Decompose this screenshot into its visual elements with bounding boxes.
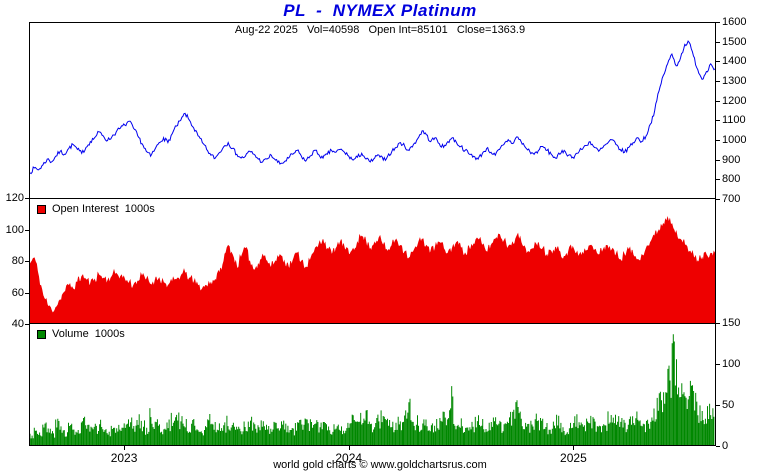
axis-tick-label: 120 xyxy=(5,192,24,204)
axis-tick-mark xyxy=(716,405,720,406)
axis-tick-label: 1500 xyxy=(722,35,747,48)
open-interest-area-chart xyxy=(30,216,715,323)
volume-legend-swatch xyxy=(37,329,46,339)
axis-tick-mark xyxy=(716,323,720,324)
axis-tick-mark xyxy=(716,42,720,43)
volume-legend: Volume 1000s xyxy=(37,328,125,340)
axis-tick-label: 1200 xyxy=(722,94,747,107)
axis-tick-mark xyxy=(716,140,720,141)
open-interest-panel xyxy=(29,198,716,324)
axis-tick-label: 60 xyxy=(11,286,24,299)
volume-legend-label: Volume 1000s xyxy=(52,328,125,340)
axis-tick-label: 40 xyxy=(11,318,24,330)
open-interest-legend: Open Interest 1000s xyxy=(37,203,155,215)
footer-credit: world gold charts © www.goldchartsrus.co… xyxy=(273,459,487,471)
axis-tick-mark xyxy=(25,198,29,199)
axis-tick-label: 100 xyxy=(722,358,741,370)
axis-tick-label: 1300 xyxy=(722,75,747,87)
axis-tick-mark xyxy=(716,364,720,365)
price-line-chart xyxy=(30,40,715,175)
axis-tick-label: 0 xyxy=(722,440,729,452)
axis-tick-label: 1400 xyxy=(722,55,747,68)
chart-subtitle: Aug-22 2025 Vol=40598 Open Int=85101 Clo… xyxy=(234,24,526,36)
axis-tick-mark xyxy=(716,81,720,82)
price-panel xyxy=(29,22,716,199)
volume-panel xyxy=(29,323,716,446)
axis-tick-label: 50 xyxy=(722,399,735,411)
axis-tick-mark xyxy=(716,446,720,447)
x-axis-year-label: 2024 xyxy=(335,451,363,465)
axis-tick-mark xyxy=(25,261,29,262)
axis-tick-label: 80 xyxy=(11,255,24,267)
axis-tick-mark xyxy=(25,230,29,231)
axis-tick-mark xyxy=(716,120,720,121)
axis-tick-mark xyxy=(716,160,720,161)
axis-tick-mark xyxy=(716,22,720,23)
axis-tick-label: 700 xyxy=(722,193,741,205)
axis-tick-mark xyxy=(25,324,29,325)
axis-tick-mark xyxy=(124,446,125,450)
axis-tick-mark xyxy=(25,293,29,294)
axis-tick-label: 100 xyxy=(5,223,24,236)
chart-title: PL - NYMEX Platinum xyxy=(283,1,477,20)
axis-tick-label: 1000 xyxy=(722,134,747,146)
axis-tick-mark xyxy=(716,61,720,62)
axis-tick-mark xyxy=(716,101,720,102)
x-axis-year-label: 2023 xyxy=(110,451,138,465)
axis-tick-label: 900 xyxy=(722,153,741,166)
axis-tick-mark xyxy=(716,179,720,180)
open-interest-legend-label: Open Interest 1000s xyxy=(52,203,155,215)
open-interest-legend-swatch xyxy=(37,204,46,214)
axis-tick-mark xyxy=(573,446,574,450)
axis-tick-mark xyxy=(716,199,720,200)
axis-tick-label: 800 xyxy=(722,173,741,186)
volume-bar-chart xyxy=(30,334,715,445)
axis-tick-label: 1600 xyxy=(722,16,747,28)
axis-tick-label: 1100 xyxy=(722,114,746,127)
x-axis-year-label: 2025 xyxy=(560,451,587,465)
axis-tick-mark xyxy=(349,446,350,450)
axis-tick-label: 150 xyxy=(722,317,741,329)
